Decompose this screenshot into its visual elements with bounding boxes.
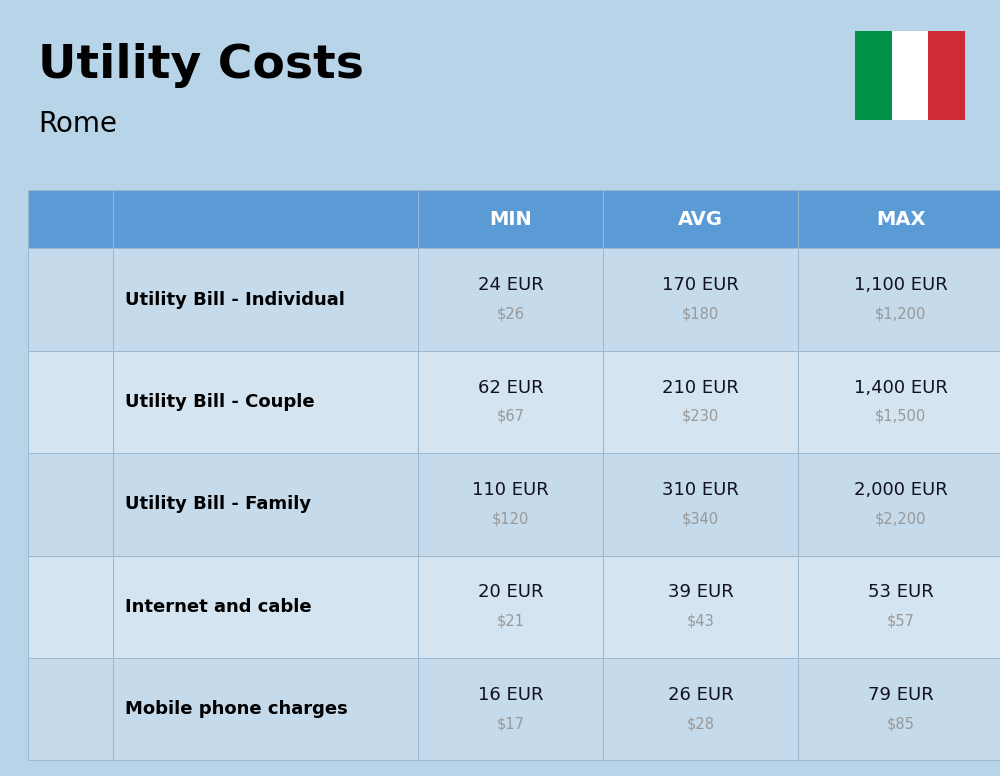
Text: 20 EUR: 20 EUR [478,584,543,601]
Text: $120: $120 [492,511,529,526]
FancyBboxPatch shape [892,31,928,120]
FancyBboxPatch shape [928,31,965,120]
Bar [418,453,603,556]
Bar [603,190,798,248]
Text: AVG: AVG [678,210,723,229]
FancyBboxPatch shape [855,31,892,120]
Bar [418,190,603,248]
Text: MAX: MAX [876,210,925,229]
Text: Utility Costs: Utility Costs [38,43,364,88]
Bar [603,658,798,760]
Bar [28,248,113,351]
Text: $1,200: $1,200 [875,307,926,321]
Bar [798,248,1000,351]
Text: Mobile phone charges: Mobile phone charges [125,700,348,719]
Text: 53 EUR: 53 EUR [868,584,933,601]
Bar [113,453,418,556]
Bar [28,190,113,248]
Text: $17: $17 [496,716,524,731]
Bar [603,453,798,556]
Bar [28,556,113,658]
Bar [798,190,1000,248]
Bar [28,658,113,760]
Bar [113,658,418,760]
Text: 170 EUR: 170 EUR [662,276,739,294]
Text: $21: $21 [496,614,524,629]
Bar [28,351,113,453]
Text: Utility Bill - Family: Utility Bill - Family [125,495,311,514]
Bar [113,190,418,248]
Text: $2,200: $2,200 [875,511,926,526]
Text: MIN: MIN [489,210,532,229]
Text: Internet and cable: Internet and cable [125,598,312,616]
Text: $43: $43 [687,614,714,629]
Bar [418,248,603,351]
Bar [113,351,418,453]
Bar [418,556,603,658]
Text: 2,000 EUR: 2,000 EUR [854,481,947,499]
Bar [113,556,418,658]
Bar [798,556,1000,658]
Bar [798,453,1000,556]
Text: 16 EUR: 16 EUR [478,686,543,704]
Text: 1,100 EUR: 1,100 EUR [854,276,947,294]
Text: $230: $230 [682,409,719,424]
Text: 1,400 EUR: 1,400 EUR [854,379,947,397]
Text: $67: $67 [496,409,524,424]
Text: $57: $57 [887,614,915,629]
Text: $85: $85 [887,716,914,731]
Text: 39 EUR: 39 EUR [668,584,733,601]
Bar [28,453,113,556]
Text: $26: $26 [496,307,524,321]
Text: 79 EUR: 79 EUR [868,686,933,704]
Text: Utility Bill - Individual: Utility Bill - Individual [125,290,345,309]
Bar [603,556,798,658]
Text: $340: $340 [682,511,719,526]
Bar [418,658,603,760]
Text: $28: $28 [686,716,714,731]
Text: Rome: Rome [38,110,117,138]
Bar [798,351,1000,453]
Text: $1,500: $1,500 [875,409,926,424]
Bar [418,351,603,453]
Bar [603,248,798,351]
Text: 62 EUR: 62 EUR [478,379,543,397]
Text: 110 EUR: 110 EUR [472,481,549,499]
Bar [798,658,1000,760]
Text: $180: $180 [682,307,719,321]
Text: 210 EUR: 210 EUR [662,379,739,397]
Bar [113,248,418,351]
Text: 24 EUR: 24 EUR [478,276,543,294]
Text: Utility Bill - Couple: Utility Bill - Couple [125,393,315,411]
Bar [603,351,798,453]
Text: 310 EUR: 310 EUR [662,481,739,499]
Text: 26 EUR: 26 EUR [668,686,733,704]
